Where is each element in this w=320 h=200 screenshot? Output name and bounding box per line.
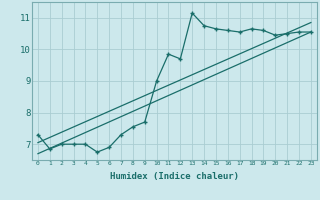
X-axis label: Humidex (Indice chaleur): Humidex (Indice chaleur) <box>110 172 239 181</box>
